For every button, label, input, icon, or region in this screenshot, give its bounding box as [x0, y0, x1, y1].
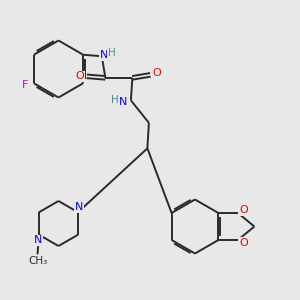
- Text: O: O: [76, 71, 85, 81]
- Text: N: N: [34, 235, 42, 245]
- Text: N: N: [75, 202, 83, 212]
- Text: CH₃: CH₃: [28, 256, 47, 266]
- Text: O: O: [239, 205, 248, 215]
- Text: O: O: [153, 68, 161, 78]
- Text: F: F: [22, 80, 28, 90]
- Text: H: H: [107, 48, 115, 58]
- Text: O: O: [239, 238, 248, 248]
- Text: N: N: [119, 97, 128, 107]
- Text: H: H: [110, 95, 118, 105]
- Text: N: N: [100, 50, 108, 60]
